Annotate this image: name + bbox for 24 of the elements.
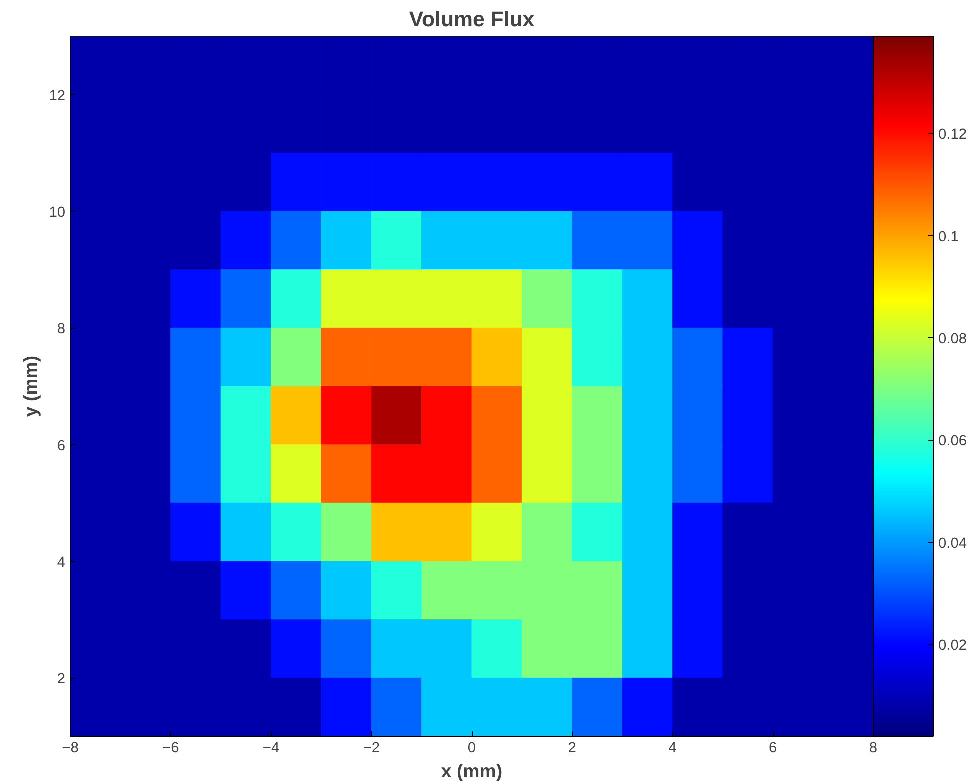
x-tick-label: 6 <box>769 740 778 756</box>
x-tick-label: −6 <box>162 740 180 756</box>
y-axis-title: y (mm) <box>20 356 42 418</box>
y-tick-label: 10 <box>49 205 66 221</box>
y-tick-label: 4 <box>57 555 66 571</box>
color-bar-label: 0.1 <box>938 229 959 246</box>
y-tick-label: 2 <box>57 672 66 688</box>
x-tick-label: 2 <box>568 740 576 756</box>
color-bar-label: 0.04 <box>938 536 968 552</box>
color-bar-label: 0.06 <box>938 434 968 450</box>
x-tick-label: 4 <box>668 740 677 756</box>
y-tick-label: 12 <box>49 88 66 104</box>
color-bar-label: 0.08 <box>938 331 968 348</box>
chart-title: Volume Flux <box>409 8 535 32</box>
x-tick-label: −2 <box>363 740 380 756</box>
color-bar-label: 0.02 <box>938 638 968 654</box>
x-tick-label: −4 <box>262 740 280 756</box>
color-bar-label: 0.12 <box>938 127 968 144</box>
x-axis-title: x (mm) <box>441 760 503 782</box>
x-tick-label: 0 <box>468 740 476 756</box>
y-tick-label: 6 <box>57 438 66 454</box>
y-tick-label: 8 <box>57 322 66 338</box>
x-tick-label: 8 <box>869 740 878 756</box>
x-tick-label: −8 <box>62 740 79 756</box>
